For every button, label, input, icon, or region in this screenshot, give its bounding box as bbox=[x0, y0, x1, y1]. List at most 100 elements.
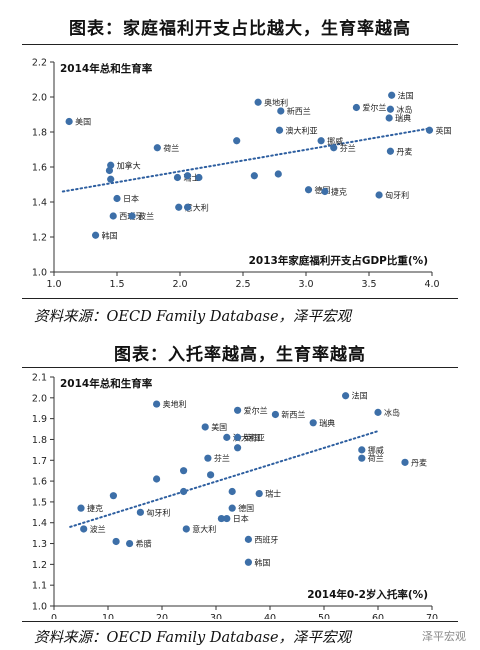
y-tick-label: 1.9 bbox=[32, 414, 47, 425]
point-label: 日本 bbox=[233, 514, 249, 524]
point-label: 意大利 bbox=[185, 202, 209, 212]
point-label: 冰岛 bbox=[396, 104, 412, 114]
x-tick-label: 10 bbox=[102, 613, 114, 619]
x-tick-label: 20 bbox=[156, 613, 168, 619]
point-label: 西班牙 bbox=[254, 534, 278, 544]
data-point bbox=[153, 144, 161, 152]
data-point bbox=[77, 504, 85, 512]
data-point bbox=[228, 504, 236, 512]
x-tick-label: 40 bbox=[264, 613, 276, 619]
x-axis-title: 2014年0-2岁入托率(%) bbox=[307, 588, 428, 601]
data-point bbox=[109, 492, 117, 500]
point-label: 日本 bbox=[123, 194, 139, 204]
data-point bbox=[317, 137, 325, 145]
point-label: 波兰 bbox=[138, 211, 154, 221]
data-point bbox=[271, 410, 279, 419]
data-point bbox=[277, 107, 285, 115]
point-label: 奥地利 bbox=[264, 97, 288, 107]
point-label: 韩国 bbox=[102, 230, 118, 240]
y-tick-label: 2.1 bbox=[32, 373, 47, 384]
point-label: 加拿大 bbox=[117, 160, 141, 170]
point-label: 丹麦 bbox=[411, 457, 427, 467]
data-point bbox=[425, 126, 434, 134]
x-tick-label: 30 bbox=[210, 613, 222, 619]
panel1-bottom-rule bbox=[22, 298, 458, 299]
chart-2-container: 1.0 1.1 1.2 1.3 1.4 1.5 1.6 1.7 1.8 1.9 2.0 2.1 0 10 2… bbox=[0, 369, 480, 625]
data-point bbox=[183, 203, 192, 211]
data-point bbox=[234, 433, 242, 441]
y-tick-label: 1.8 bbox=[32, 128, 47, 139]
point-label: 波兰 bbox=[90, 524, 106, 534]
data-point bbox=[233, 137, 241, 145]
data-point bbox=[65, 117, 73, 126]
data-point bbox=[234, 406, 242, 414]
x-tick-label: 4.0 bbox=[424, 279, 439, 290]
data-point bbox=[182, 525, 190, 533]
x-tick-label: 3.5 bbox=[361, 279, 376, 290]
data-point bbox=[173, 173, 182, 182]
data-point bbox=[401, 458, 409, 466]
data-point bbox=[201, 423, 209, 431]
data-point bbox=[374, 408, 382, 416]
data-point bbox=[207, 471, 215, 479]
data-point bbox=[107, 175, 115, 183]
panel1-top-rule bbox=[22, 44, 458, 45]
trend-line bbox=[69, 430, 379, 528]
y-tick-label: 1.4 bbox=[32, 198, 47, 209]
point-label: 荷兰 bbox=[368, 453, 384, 463]
x-tick-label: 1.5 bbox=[109, 279, 124, 290]
y-tick-label: 1.3 bbox=[32, 539, 47, 550]
point-label: 荷兰 bbox=[163, 143, 179, 153]
y-tick-label: 2.0 bbox=[32, 93, 47, 104]
y-tick-label: 1.4 bbox=[32, 518, 47, 529]
x-tick-label: 60 bbox=[372, 613, 384, 619]
y-tick-label: 1.7 bbox=[32, 456, 47, 467]
point-label: 澳大利亚 bbox=[233, 432, 265, 442]
panel2-bottom-rule bbox=[22, 621, 458, 622]
data-point bbox=[254, 98, 262, 106]
x-tick-label: 70 bbox=[426, 613, 438, 619]
x-tick-label: 2.5 bbox=[235, 279, 250, 290]
data-point bbox=[180, 487, 188, 496]
data-point bbox=[105, 166, 114, 175]
data-point bbox=[180, 467, 188, 475]
panel1-source: 资料来源：OECD Family Database，泽平宏观 bbox=[34, 309, 352, 325]
x-tick-label: 50 bbox=[318, 613, 330, 619]
data-point bbox=[244, 535, 252, 543]
point-label: 美国 bbox=[211, 422, 227, 432]
point-label: 芬兰 bbox=[340, 143, 356, 153]
y-tick-label: 1.6 bbox=[32, 163, 47, 174]
point-label: 爱尔兰 bbox=[362, 103, 386, 113]
data-point bbox=[113, 194, 121, 203]
point-label: 新西兰 bbox=[287, 106, 311, 116]
x-tick-label: 3.0 bbox=[298, 279, 313, 290]
x-tick-label: 1.0 bbox=[46, 279, 61, 290]
data-point bbox=[304, 186, 313, 194]
point-label: 英国 bbox=[435, 125, 451, 135]
panel2-top-rule bbox=[22, 367, 458, 368]
point-label: 德国 bbox=[238, 503, 254, 513]
data-point bbox=[223, 433, 231, 441]
point-label: 瑞典 bbox=[395, 113, 411, 123]
y-tick-label: 2.0 bbox=[32, 393, 47, 404]
data-point bbox=[128, 212, 136, 220]
data-point bbox=[255, 489, 263, 498]
data-point bbox=[386, 105, 395, 113]
data-point bbox=[250, 172, 258, 180]
x-tick-label: 2.0 bbox=[172, 279, 187, 290]
data-point bbox=[80, 525, 88, 533]
point-label: 法国 bbox=[352, 391, 368, 401]
point-label: 新西兰 bbox=[281, 409, 305, 419]
data-point bbox=[244, 558, 252, 566]
point-label: 瑞典 bbox=[319, 418, 335, 428]
panel2-source: 资料来源：OECD Family Database，泽平宏观 bbox=[34, 630, 352, 646]
watermark: 泽平宏观 bbox=[422, 630, 466, 643]
point-label: 瑞士 bbox=[183, 173, 199, 183]
point-label: 挪威 bbox=[327, 136, 343, 146]
point-label: 挪威 bbox=[368, 445, 384, 455]
point-label: 捷克 bbox=[87, 503, 103, 513]
point-label: 希腊 bbox=[136, 539, 152, 549]
point-label: 匈牙利 bbox=[146, 507, 170, 517]
chart-title: 2014年总和生育率 bbox=[60, 377, 153, 390]
chart-title: 2014年总和生育率 bbox=[60, 62, 153, 75]
